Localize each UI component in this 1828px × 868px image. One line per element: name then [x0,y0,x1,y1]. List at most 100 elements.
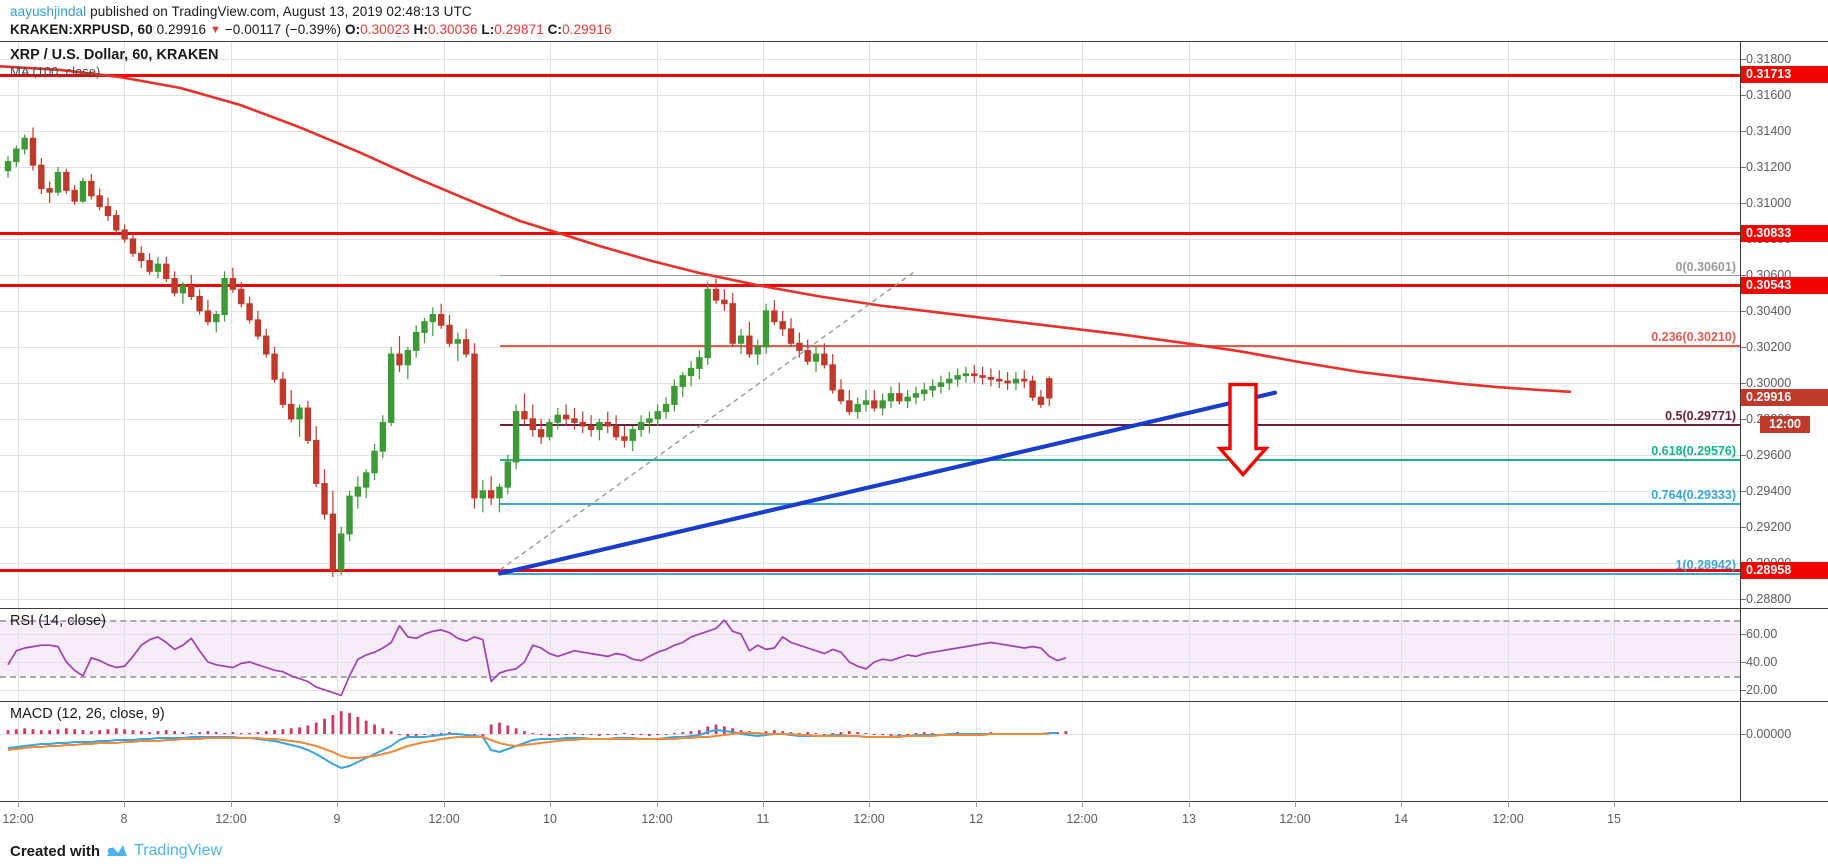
time-gridline [550,42,551,608]
time-gridline [1401,609,1402,701]
time-tick-mark [231,801,232,807]
resistance-line[interactable] [0,284,1740,288]
time-tick-label: 11 [756,812,770,826]
price-tick-mark [1741,166,1746,168]
rsi-study-label: RSI (14, close) [10,613,106,629]
fib-level-line[interactable] [500,345,1740,348]
published-text: published on TradingView.com, August 13,… [86,4,472,19]
time-tick-label: 12:00 [641,812,673,826]
macd-pane[interactable]: MACD (12, 26, close, 9) 0.00000 [0,702,1828,801]
macd-plot-area[interactable] [0,702,1740,801]
time-tick-mark [1082,801,1083,807]
low-label: L: [481,22,495,37]
fib-level-line[interactable] [500,424,1740,426]
close-label: C: [547,22,563,37]
time-tick-mark [337,801,338,807]
time-gridline [337,702,338,801]
rsi-plot-area[interactable] [0,609,1740,701]
time-scale[interactable]: 12:00 8 12:00 9 12:00 10 12:00 11 12:00 12 12:00 13… [0,801,1828,837]
price-tick-label: 0.30400 [1746,303,1792,318]
price-gridline [0,454,1740,456]
fib-level-line[interactable] [500,459,1740,462]
time-tick-mark [657,801,658,807]
price-tick-label: 0.31000 [1746,195,1792,210]
resistance-line[interactable] [0,232,1740,235]
time-tick-label: 15 [1607,812,1621,826]
price-gridline [0,310,1740,312]
time-tick-label: 9 [333,812,341,826]
time-tick-mark [1295,801,1296,807]
price-tick-label: 0.28800 [1746,591,1792,606]
price-tag[interactable]: 0.31713 [1741,66,1828,84]
price-change: −0.00117 (−0.39%) [224,22,342,37]
pane-separator[interactable] [0,608,1828,609]
price-tag[interactable]: 0.28958 [1741,561,1828,579]
rsi-line[interactable] [7,619,1067,697]
time-gridline [763,702,764,801]
price-tick-mark [1741,598,1746,600]
macd-study-label: MACD (12, 26, close, 9) [10,706,165,722]
time-gridline [1401,702,1402,801]
price-gridline [0,562,1740,564]
price-tick-label: 0.30200 [1746,339,1792,354]
rsi-tick-label: 60.00 [1746,627,1778,642]
rsi-pane[interactable]: RSI (14, close) 60.00 40.00 20.00 [0,609,1828,701]
macd-zero-gridline [0,734,1740,735]
macd-signal-line[interactable] [7,732,1050,759]
time-gridline [1508,42,1509,608]
rsi-scale[interactable] [1740,609,1828,701]
price-pane-title: XRP / U.S. Dollar, 60, KRAKEN [10,47,219,63]
macd-scale[interactable] [1740,702,1828,801]
resistance-line[interactable] [0,73,1740,77]
last-price: 0.29916 [156,22,207,37]
time-gridline [337,42,338,608]
ascending-trendline[interactable] [497,390,1278,576]
price-tick-mark [1741,418,1746,420]
time-gridline [1189,609,1190,701]
time-gridline [1508,702,1509,801]
price-tag[interactable]: 0.30833 [1741,224,1828,242]
time-gridline [1082,42,1083,608]
open-label: O: [344,22,361,37]
rsi-tick-label: 20.00 [1746,682,1778,697]
price-tag[interactable]: 0.30543 [1741,276,1828,294]
bearish-down-arrow-marker[interactable] [1216,382,1270,478]
high-value: 0.30036 [427,22,478,37]
time-gridline [1082,609,1083,701]
pane-separator[interactable] [0,701,1828,702]
time-gridline [763,609,764,701]
attribution-line: aayushjindal published on TradingView.co… [10,4,472,19]
resistance-line[interactable] [0,569,1740,573]
time-gridline [231,42,232,608]
rsi-axis-divider [1740,609,1741,701]
fib-level-label: 0(0.30601) [1675,259,1736,274]
time-tick-label: 12:00 [215,812,247,826]
price-scale[interactable] [1740,42,1828,608]
fib-level-label: 0.764(0.29333) [1651,487,1736,502]
footer-credit: Created with TradingView [10,842,222,860]
macd-tick-label: 0.00000 [1746,727,1792,741]
macd-line[interactable] [7,729,1058,769]
fib-level-label: 1(0.28942) [1675,558,1736,573]
time-gridline [1614,702,1615,801]
price-tag[interactable]: 0.29916 [1741,389,1828,407]
time-gridline [18,42,19,608]
price-pane[interactable]: XRP / U.S. Dollar, 60, KRAKEN MA (100, c… [0,42,1828,608]
price-plot-area[interactable] [0,42,1740,608]
macd-series-overlay [6,711,1068,769]
time-gridline [444,609,445,701]
time-axis-top-border [0,801,1828,802]
moving-average-line[interactable] [0,65,1572,394]
countdown-tag[interactable]: 12:00 [1760,416,1810,433]
time-gridline [657,42,658,608]
price-gridline [0,166,1740,168]
fib-level-line[interactable] [500,274,1740,276]
fib-level-label: 0.5(0.29771) [1665,409,1736,423]
fib-level-line[interactable] [500,502,1740,505]
chart-top-border [0,41,1828,42]
time-tick-label: 12:00 [1066,812,1098,826]
dashed-diagonal-line[interactable] [499,270,916,571]
symbol-label: KRAKEN:XRPUSD, 60 [10,22,153,37]
fib-level-line[interactable] [500,573,1740,576]
